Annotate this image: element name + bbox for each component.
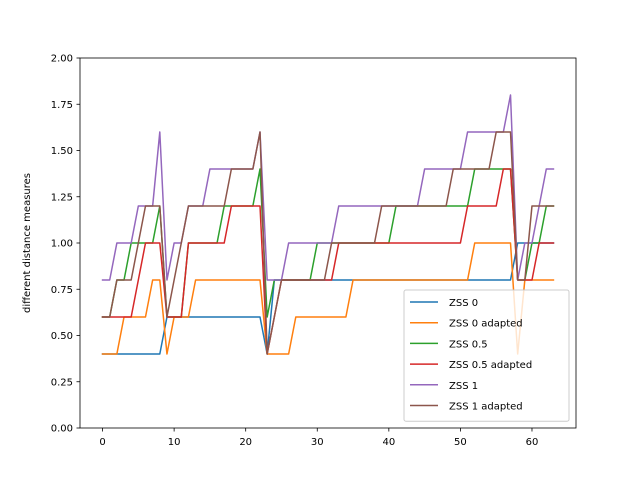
legend-label: ZSS 0.5 adapted xyxy=(449,360,532,371)
legend-label: ZSS 1 adapted xyxy=(449,402,523,413)
x-tick-label: 0 xyxy=(99,437,105,448)
y-tick-label: 0.25 xyxy=(51,377,73,388)
x-tick-label: 50 xyxy=(454,437,467,448)
legend: ZSS 0 ZSS 0 adapted ZSS 0.5 ZSS 0.5 adapted… xyxy=(403,289,570,422)
y-tick-label: 0.75 xyxy=(51,285,73,296)
series-layer xyxy=(101,94,555,355)
y-tick-label: 1.75 xyxy=(51,100,73,111)
series-line-3 xyxy=(101,168,555,355)
legend-label: ZSS 0.5 xyxy=(449,339,488,350)
y-tick-label: 1.25 xyxy=(51,192,73,203)
series-line-5 xyxy=(101,131,555,355)
legend-label: ZSS 0 adapted xyxy=(449,319,523,330)
legend-label: ZSS 0 xyxy=(449,298,478,309)
legend-box xyxy=(403,289,570,422)
x-tick-label: 40 xyxy=(382,437,395,448)
y-tick-label: 1.00 xyxy=(51,239,73,250)
y-tick-label: 1.50 xyxy=(51,146,73,157)
series-line-4 xyxy=(101,94,555,281)
y-tick-label: 0.00 xyxy=(51,424,73,435)
y-tick-label: 0.50 xyxy=(51,331,73,342)
x-tick-label: 30 xyxy=(311,437,324,448)
x-tick-label: 60 xyxy=(526,437,539,448)
x-tick-label: 10 xyxy=(168,437,181,448)
x-axis: 0 10 20 30 40 50 60 xyxy=(99,428,538,448)
y-axis-label: different distance measures xyxy=(22,173,33,313)
x-tick-label: 20 xyxy=(239,437,252,448)
y-tick-label: 2.00 xyxy=(51,54,73,65)
y-axis: 0.00 0.25 0.50 0.75 1.00 1.25 1.50 1.75 2.00 xyxy=(51,54,80,435)
legend-label: ZSS 1 xyxy=(449,381,478,392)
